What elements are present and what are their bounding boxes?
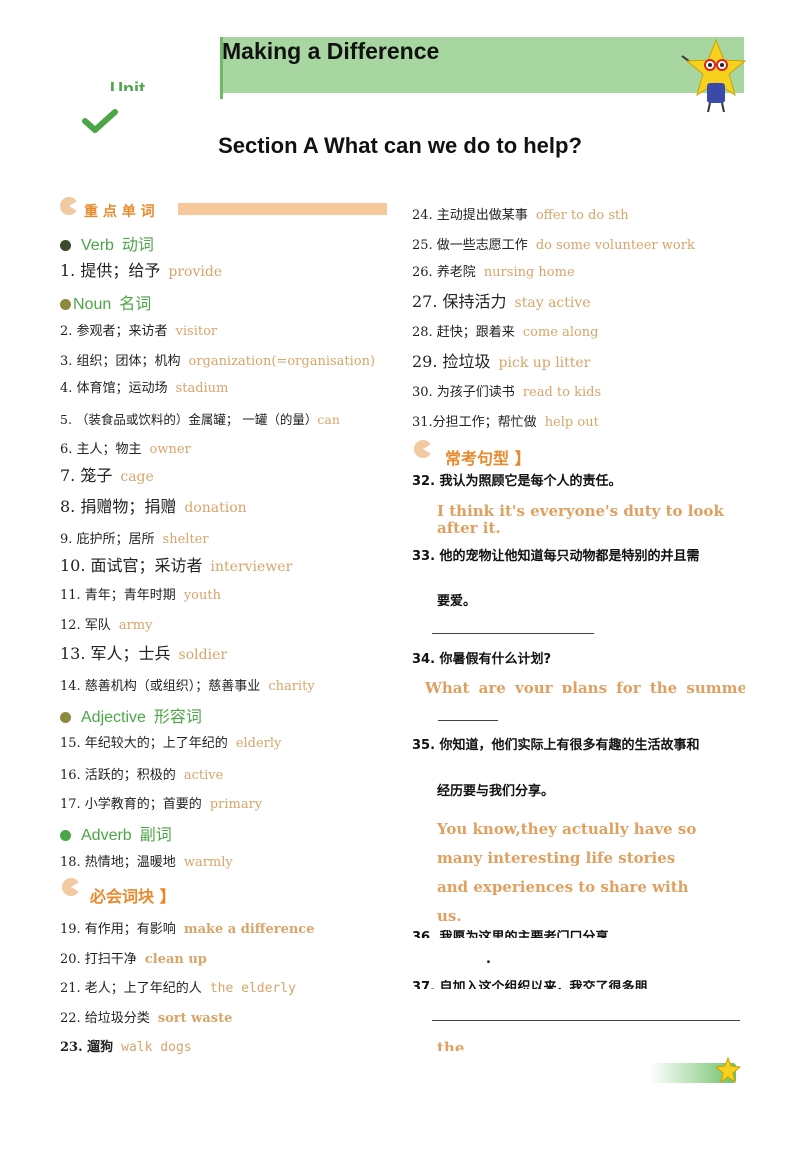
star-icon [715,1057,741,1083]
pacman-icon [414,440,433,458]
vocab-item: 13. 军人；士兵 soldier [60,644,228,663]
vocab-item: 22. 给垃圾分类 sort waste [60,1011,233,1026]
sentence-answer: What are your plans for the summer [425,680,745,693]
vocab-item: 30. 为孩子们读书 read to kids [412,385,602,400]
sentence-question-cont: 经历要与我们分享。 [437,784,555,799]
vocab-item: 28. 赶快；跟着来 come along [412,325,599,340]
category-verb: Verb 动词 [60,231,154,255]
sentence-question: 35. 你知道，他们实际上有很多有趣的生活故事和 [412,738,700,753]
sentence-question: 37. 自加入这个组织以来，我交了很多朋 [412,980,648,989]
sentence-heading: 常考句型 】 [445,449,531,468]
bullet-icon [60,240,71,252]
vocab-item: 31.分担工作；帮忙做 help out [412,415,599,430]
bullet-icon [60,712,71,724]
section-title: Section A What can we do to help? [218,133,582,158]
vocab-item: 18. 热情地；温暖地 warmly [60,855,233,870]
vocab-item: 12. 军队 army [60,618,153,633]
key-words-heading: 重 点 单 词 [84,204,155,220]
vocab-item: 9. 庇护所；居所 shelter [60,532,209,547]
bullet-icon [60,830,71,842]
vocab-item: 19. 有作用；有影响 make a difference [60,922,315,937]
bullet-icon [60,299,71,311]
vocab-item: 4. 体育馆；运动场 stadium [60,381,229,396]
vocab-item: 20. 打扫干净 clean up [60,952,207,967]
vocab-item: 14. 慈善机构（或组织）；慈善事业 charity [60,679,315,694]
sentence-question-cont: 要爱。 [437,594,477,609]
category-adverb: Adverb 副词 [60,821,172,845]
sentence-question: 33. 他的宠物让他知道每只动物都是特别的并且需 [412,549,700,564]
category-en: Adverb [81,827,132,844]
answer-line [438,720,498,721]
vocab-item: 8. 捐赠物；捐赠 donation [60,497,247,516]
category-adjective: Adjective 形容词 [60,703,202,727]
vocab-item: 25. 做一些志愿工作 do some volunteer work [412,238,695,253]
page-badge [650,1063,736,1083]
category-cn: 形容词 [153,707,202,726]
sentence-question: 34. 你暑假有什么计划? [412,652,552,667]
vocab-item: 23. 遛狗 walk dogs [60,1040,192,1055]
vocab-item: 21. 老人；上了年纪的人 the elderly [60,981,296,996]
star-mascot-icon [681,38,747,113]
vocab-item: 3. 组织；团体；机构 organization(=organisation) [60,354,376,369]
answer-line [432,1020,740,1021]
vocab-item: 11. 青年；青年时期 youth [60,588,221,603]
vocab-item: 10. 面试官；采访者 interviewer [60,556,293,575]
vocab-item: 6. 主人；物主 owner [60,442,191,457]
must-chunks-heading: 必会词块 】 [90,887,176,906]
vocab-item: 27. 保持活力 stay active [412,292,591,311]
category-noun: Noun 名词 [60,290,151,314]
sentence-answer: I think it's everyone's duty to look aft… [437,502,724,537]
sentence-answer: the [437,1040,465,1051]
sentence-answer: You know,they actually have so many inte… [437,820,697,925]
sentence-question: 32. 我认为照顾它是每个人的责任。 [412,474,622,489]
category-en: Adjective [81,709,146,726]
heading-bar [178,203,387,215]
unit-label: Unit [110,79,145,91]
pacman-icon [60,197,79,215]
category-en: Noun [73,296,112,313]
checkmark-icon [82,109,118,133]
category-cn: 副词 [139,825,172,844]
category-en: Verb [81,237,114,254]
vocab-item: 15. 年纪较大的；上了年纪的 elderly [60,736,282,751]
category-cn: 动词 [121,235,154,254]
vocab-item: 29. 捡垃圾 pick up litter [412,352,591,371]
vocab-item: 24. 主动提出做某事 offer to do sth [412,208,629,223]
vocab-item: 17. 小学教育的；首要的 primary [60,797,263,812]
vocab-item: 5. （装食品或饮料的）金属罐； 一罐（的量）can [60,412,340,427]
vocab-item: 16. 活跃的；积极的 active [60,768,224,783]
vocab-item: 2. 参观者；来访者 visitor [60,324,218,339]
title-banner-edge [220,37,223,99]
answer-line [432,633,594,634]
category-cn: 名词 [119,294,152,313]
vocab-item: 7. 笼子 cage [60,466,154,485]
title-banner [222,37,744,93]
vocab-item: 1. 提供；给予 provide [60,261,223,280]
unit-title: Making a Difference [222,38,440,64]
sentence-question-cont: . [486,952,491,967]
sentence-question: 36. 我愿为这里的主要老门口分享.. [412,930,619,938]
vocab-item: 26. 养老院 nursing home [412,265,575,280]
pacman-icon [62,878,81,896]
